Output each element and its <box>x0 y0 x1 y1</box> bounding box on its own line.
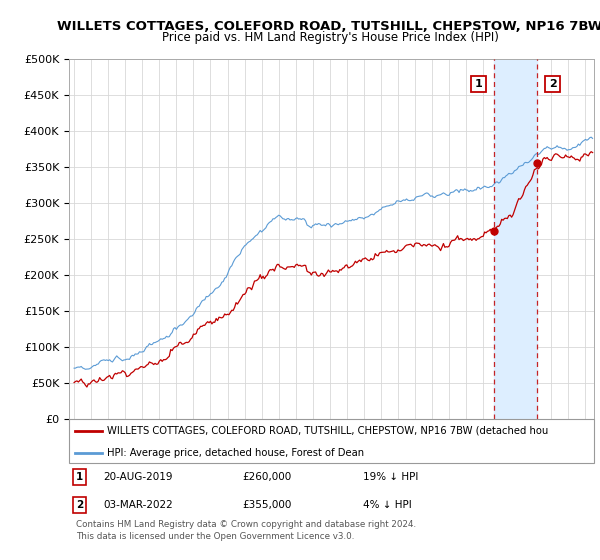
Text: Contains HM Land Registry data © Crown copyright and database right 2024.
This d: Contains HM Land Registry data © Crown c… <box>76 520 416 540</box>
Text: 2: 2 <box>548 79 556 89</box>
Text: Price paid vs. HM Land Registry's House Price Index (HPI): Price paid vs. HM Land Registry's House … <box>161 31 499 44</box>
Text: 1: 1 <box>475 79 482 89</box>
Text: £355,000: £355,000 <box>242 500 292 510</box>
Text: 19% ↓ HPI: 19% ↓ HPI <box>363 472 418 482</box>
Text: 20-AUG-2019: 20-AUG-2019 <box>103 472 173 482</box>
Text: £260,000: £260,000 <box>242 472 292 482</box>
FancyBboxPatch shape <box>69 418 594 463</box>
Text: WILLETS COTTAGES, COLEFORD ROAD, TUTSHILL, CHEPSTOW, NP16 7BW (detached hou: WILLETS COTTAGES, COLEFORD ROAD, TUTSHIL… <box>107 426 548 436</box>
Text: 4% ↓ HPI: 4% ↓ HPI <box>363 500 412 510</box>
Text: 03-MAR-2022: 03-MAR-2022 <box>103 500 173 510</box>
Text: 2: 2 <box>76 500 83 510</box>
Bar <box>494 59 537 418</box>
Text: 1: 1 <box>76 472 83 482</box>
Text: WILLETS COTTAGES, COLEFORD ROAD, TUTSHILL, CHEPSTOW, NP16 7BW: WILLETS COTTAGES, COLEFORD ROAD, TUTSHIL… <box>58 20 600 32</box>
Text: HPI: Average price, detached house, Forest of Dean: HPI: Average price, detached house, Fore… <box>107 448 364 458</box>
